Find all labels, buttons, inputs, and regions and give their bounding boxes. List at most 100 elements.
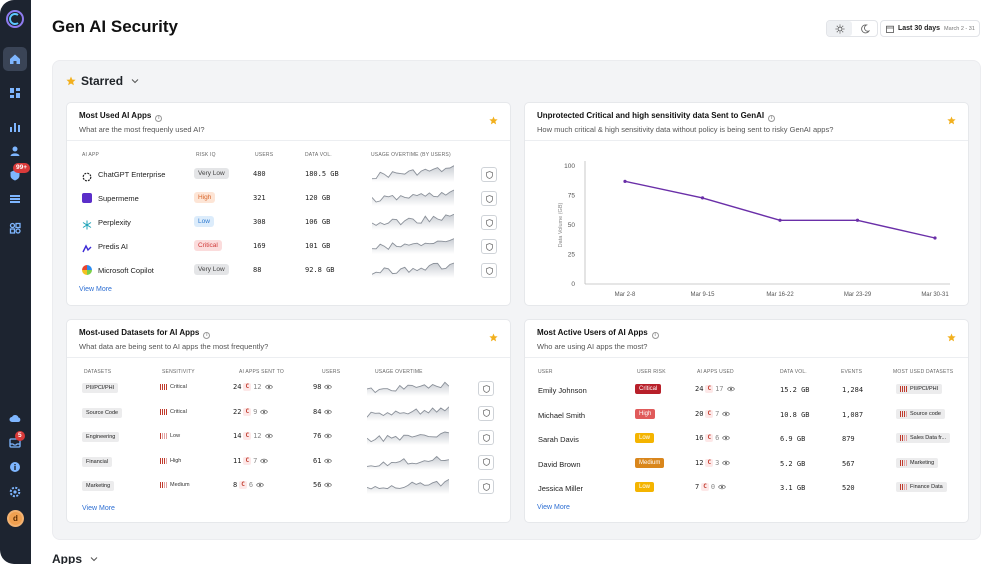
data-point[interactable] <box>778 218 782 222</box>
dataset-tag[interactable]: Source Code <box>82 407 123 418</box>
data-point[interactable] <box>623 179 627 183</box>
theme-toggle[interactable] <box>826 20 878 37</box>
app-name[interactable]: ChatGPT Enterprise <box>98 170 166 179</box>
sensitivity-label: High <box>170 457 182 464</box>
view-apps-icon[interactable] <box>253 481 264 489</box>
apply-policy-button[interactable] <box>481 239 497 254</box>
most-used-dataset-tag[interactable]: Source code <box>896 408 945 419</box>
view-more-link[interactable]: View More <box>79 286 112 293</box>
critical-apps-count: 7 <box>715 409 720 418</box>
info-icon[interactable]: i <box>155 115 163 122</box>
dataset-users: 61 <box>313 457 333 465</box>
dataset-users: 84 <box>313 408 333 416</box>
view-users-icon[interactable] <box>321 457 333 465</box>
sidebar-item-users[interactable] <box>3 139 27 163</box>
apps-section-header[interactable]: Apps <box>52 552 98 564</box>
critical-apps-badge: C <box>705 385 714 393</box>
view-apps-icon[interactable] <box>262 432 273 440</box>
view-users-icon[interactable] <box>321 408 333 416</box>
apply-policy-button[interactable] <box>481 167 497 182</box>
star-filled-icon[interactable] <box>947 116 956 125</box>
user-name[interactable]: Emily Johnson <box>538 386 587 395</box>
apply-policy-button[interactable] <box>478 454 494 470</box>
sidebar-item-list[interactable] <box>3 187 27 211</box>
view-more-link[interactable]: View More <box>537 504 570 511</box>
info-icon[interactable]: i <box>203 332 211 339</box>
info-icon[interactable]: i <box>651 332 659 339</box>
sidebar-item-cloud[interactable] <box>3 406 27 430</box>
most-used-dataset-tag[interactable]: Finance Data <box>896 482 947 492</box>
view-apps-icon[interactable] <box>715 483 726 491</box>
critical-apps-count: 9 <box>253 407 258 416</box>
apply-policy-button[interactable] <box>478 479 494 494</box>
data-point[interactable] <box>855 218 860 222</box>
dataset-tag[interactable]: Financial <box>82 456 113 467</box>
data-point[interactable] <box>700 196 705 200</box>
data-point[interactable] <box>933 236 937 240</box>
sidebar-item-reports[interactable] <box>3 115 27 139</box>
sidebar-item-inbox[interactable]: 5 <box>3 431 27 455</box>
dark-mode-button[interactable] <box>852 21 877 36</box>
view-apps-icon[interactable] <box>719 410 731 418</box>
sidebar-item-alerts[interactable]: 99+ <box>3 163 31 187</box>
column-header: AI APP <box>82 152 100 158</box>
user-name[interactable]: Michael Smith <box>538 410 586 420</box>
sidebar-item-info[interactable] <box>3 455 27 479</box>
apps-sent-to: 11 C 7 <box>233 456 269 465</box>
view-apps-icon[interactable] <box>719 459 731 467</box>
view-apps-icon[interactable] <box>719 434 731 442</box>
shield-icon <box>485 242 493 251</box>
sidebar-item-integrations[interactable] <box>3 216 27 240</box>
most-used-dataset-tag[interactable]: Marketing <box>896 457 939 468</box>
app-name[interactable]: Microsoft Copilot <box>98 266 154 275</box>
app-name[interactable]: Predis AI <box>98 242 129 251</box>
view-more-link[interactable]: View More <box>82 505 115 512</box>
events-count: 520 <box>842 484 855 492</box>
most-used-dataset-tag[interactable]: Sales Data fr... <box>896 433 951 443</box>
date-range-picker[interactable]: Last 30 days March 2 - 31 <box>880 20 980 37</box>
column-header: AI APPS SENT TO <box>239 369 284 375</box>
dataset-tag[interactable]: Engineering <box>82 432 120 442</box>
sidebar-item-home[interactable] <box>3 47 27 71</box>
apply-policy-button[interactable] <box>481 191 497 206</box>
view-apps-icon[interactable] <box>724 385 735 393</box>
user-risk-badge: High <box>635 408 656 419</box>
view-apps-icon[interactable] <box>257 408 269 416</box>
star-filled-icon[interactable] <box>489 333 498 342</box>
sensitivity-bars-icon <box>160 408 167 415</box>
user-avatar[interactable]: d <box>7 510 24 527</box>
shield-icon <box>485 170 493 179</box>
users-count: 308 <box>253 218 266 226</box>
user-name[interactable]: Sarah Davis <box>538 435 579 444</box>
user-risk-badge: Low <box>635 482 655 492</box>
apply-policy-button[interactable] <box>478 381 494 396</box>
view-users-icon[interactable] <box>321 432 333 440</box>
sidebar-item-settings[interactable] <box>3 480 27 504</box>
apply-policy-button[interactable] <box>481 215 497 230</box>
view-users-icon[interactable] <box>321 383 333 391</box>
star-filled-icon[interactable] <box>489 116 498 125</box>
apps-count: 22 <box>233 407 242 416</box>
dataset-tag[interactable]: Marketing <box>82 481 115 491</box>
user-name[interactable]: David Brown <box>538 459 581 469</box>
dataset-tag[interactable]: PII/PCI/PHI <box>82 383 119 393</box>
apply-policy-button[interactable] <box>478 430 494 445</box>
starred-header[interactable]: Starred <box>66 74 139 88</box>
brand-logo-icon[interactable] <box>5 9 25 29</box>
star-filled-icon[interactable] <box>947 333 956 342</box>
view-apps-icon[interactable] <box>257 457 269 465</box>
most-used-dataset-tag[interactable]: PII/PCI/PHI <box>896 384 943 394</box>
app-name[interactable]: Supermeme <box>98 194 139 203</box>
app-name[interactable]: Perplexity <box>98 218 131 227</box>
user-name[interactable]: Jessica Miller <box>538 484 584 493</box>
view-users-icon[interactable] <box>321 481 333 489</box>
view-apps-icon[interactable] <box>262 383 273 391</box>
sensitivity-bars-icon <box>900 435 907 441</box>
light-mode-button[interactable] <box>827 21 852 36</box>
apply-policy-button[interactable] <box>481 263 497 278</box>
critical-apps-count: 17 <box>715 385 724 393</box>
info-icon[interactable]: i <box>768 115 776 122</box>
card-title: Unprotected Critical and high sensitivit… <box>537 111 776 122</box>
sidebar-item-dashboard[interactable] <box>3 81 27 105</box>
apply-policy-button[interactable] <box>478 405 494 421</box>
